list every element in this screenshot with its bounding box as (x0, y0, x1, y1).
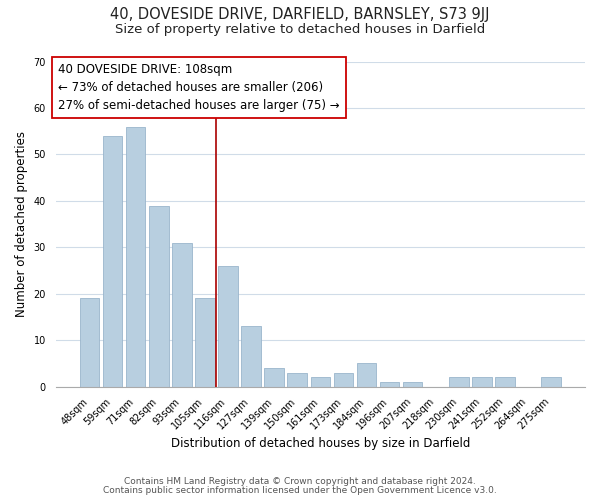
Bar (172, 242, 191, 386)
Bar (356, 364, 376, 386)
Text: 40 DOVESIDE DRIVE: 108sqm
← 73% of detached houses are smaller (206)
27% of semi: 40 DOVESIDE DRIVE: 108sqm ← 73% of detac… (58, 63, 340, 112)
Bar (126, 126, 145, 386)
Bar (334, 373, 353, 386)
Text: Contains public sector information licensed under the Open Government Licence v3: Contains public sector information licen… (103, 486, 497, 495)
Bar (149, 206, 169, 386)
Bar (380, 382, 400, 386)
X-axis label: Distribution of detached houses by size in Darfield: Distribution of detached houses by size … (170, 437, 470, 450)
Bar (495, 378, 515, 386)
Text: Size of property relative to detached houses in Darfield: Size of property relative to detached ho… (115, 22, 485, 36)
Bar (265, 368, 284, 386)
Bar (103, 136, 122, 386)
Bar (80, 298, 100, 386)
Bar (449, 378, 469, 386)
Text: Contains HM Land Registry data © Crown copyright and database right 2024.: Contains HM Land Registry data © Crown c… (124, 477, 476, 486)
Bar (541, 378, 561, 386)
Bar (195, 298, 215, 386)
Bar (472, 378, 491, 386)
Bar (403, 382, 422, 386)
Bar (311, 378, 330, 386)
Bar (218, 266, 238, 386)
Bar (241, 326, 261, 386)
Y-axis label: Number of detached properties: Number of detached properties (15, 131, 28, 317)
Bar (287, 373, 307, 386)
Text: 40, DOVESIDE DRIVE, DARFIELD, BARNSLEY, S73 9JJ: 40, DOVESIDE DRIVE, DARFIELD, BARNSLEY, … (110, 8, 490, 22)
